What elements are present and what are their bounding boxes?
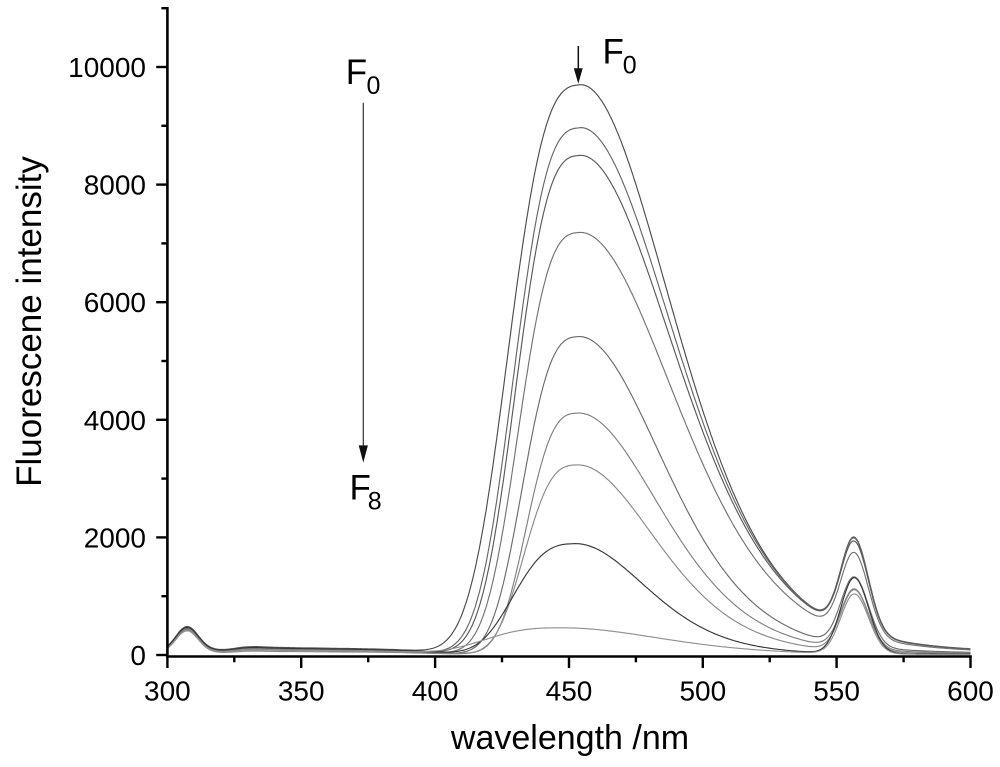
svg-text:0: 0 xyxy=(623,52,637,80)
svg-text:F: F xyxy=(346,53,367,92)
svg-text:F: F xyxy=(350,469,371,508)
svg-text:600: 600 xyxy=(947,676,994,707)
svg-text:4000: 4000 xyxy=(84,405,146,436)
svg-text:8: 8 xyxy=(368,488,382,516)
svg-text:wavelength /nm: wavelength /nm xyxy=(450,719,689,757)
svg-text:F: F xyxy=(603,33,624,72)
svg-text:300: 300 xyxy=(144,676,191,707)
svg-text:6000: 6000 xyxy=(84,287,146,318)
svg-text:400: 400 xyxy=(412,676,459,707)
svg-text:Fluorescene intensity: Fluorescene intensity xyxy=(10,156,49,487)
svg-text:350: 350 xyxy=(278,676,325,707)
svg-text:0: 0 xyxy=(367,72,381,100)
svg-text:0: 0 xyxy=(130,640,146,671)
svg-text:550: 550 xyxy=(813,676,860,707)
svg-text:10000: 10000 xyxy=(68,52,146,83)
svg-text:500: 500 xyxy=(679,676,726,707)
svg-text:8000: 8000 xyxy=(84,170,146,201)
svg-text:2000: 2000 xyxy=(84,522,146,553)
svg-text:450: 450 xyxy=(546,676,593,707)
